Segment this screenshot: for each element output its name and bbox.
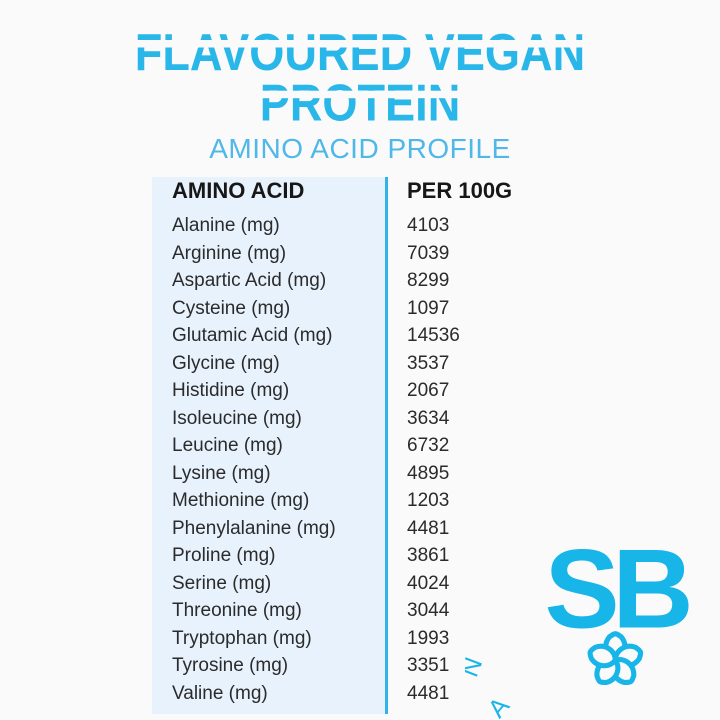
svg-text:FLAVOURED VEGAN: FLAVOURED VEGAN (135, 24, 585, 82)
svg-text:N: N (465, 654, 488, 681)
svg-text:L: L (717, 693, 720, 720)
svg-text:PROTEIN: PROTEIN (260, 75, 461, 132)
svg-text:A: A (483, 692, 515, 720)
